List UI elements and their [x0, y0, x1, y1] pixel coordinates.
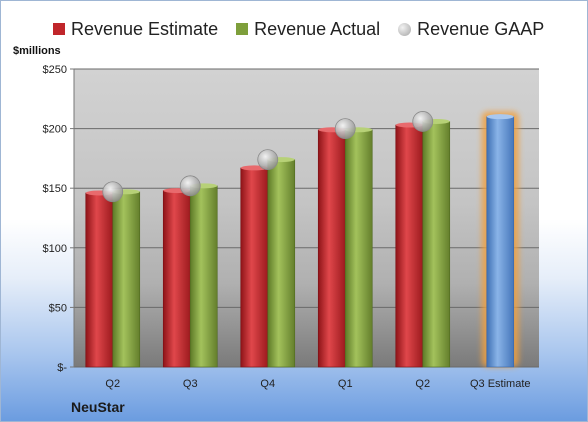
legend-actual-swatch: [236, 23, 249, 35]
x-tick-label: Q2: [415, 378, 430, 390]
bar-revenue-estimate: [162, 190, 191, 368]
company-name: NeuStar: [71, 399, 125, 415]
legend-estimate-label: Revenue Estimate: [71, 18, 219, 39]
marker-revenue-gaap: [179, 175, 201, 197]
x-tick-label: Q4: [260, 378, 275, 390]
y-tick-label: $-: [57, 362, 67, 374]
bar-revenue-actual: [422, 121, 451, 368]
legend-estimate: Revenue Estimate: [53, 19, 218, 40]
y-axis-unit-label: $millions: [13, 45, 61, 57]
legend-gaap-label: Revenue GAAP: [417, 18, 545, 39]
marker-revenue-gaap: [334, 118, 356, 139]
bar-revenue-estimate: [317, 129, 346, 368]
legend-gaap-swatch: [398, 22, 412, 36]
legend-estimate-swatch: [53, 23, 65, 35]
x-tick-label: Q3 Estimate: [470, 378, 531, 390]
legend-actual-label: Revenue Actual: [254, 18, 381, 39]
legend-actual: Revenue Actual: [236, 19, 380, 40]
x-tick-label: Q3: [183, 378, 198, 390]
marker-revenue-gaap: [412, 111, 434, 132]
bar-revenue-actual: [344, 129, 373, 368]
legend-gaap: Revenue GAAP: [398, 19, 544, 40]
plot-area: [74, 69, 539, 367]
marker-revenue-gaap: [257, 149, 279, 170]
bar-top: [486, 114, 514, 120]
bar-revenue-actual: [189, 185, 218, 368]
y-tick-label: $150: [43, 183, 67, 195]
y-tick-label: $250: [43, 64, 67, 76]
bar-revenue-actual: [112, 191, 141, 368]
y-tick-label: $200: [43, 124, 67, 136]
y-tick-label: $100: [43, 243, 67, 255]
x-tick-label: Q2: [105, 378, 120, 390]
bar-revenue-estimate: [395, 124, 424, 368]
marker-revenue-gaap: [102, 181, 124, 203]
bar-revenue-actual: [267, 159, 296, 368]
legend: Revenue Estimate Revenue Actual Revenue …: [53, 17, 544, 41]
bar-revenue-estimate: [85, 192, 114, 368]
bar-revenue-estimate: [486, 116, 515, 368]
y-tick-label: $50: [49, 302, 67, 314]
bar-revenue-estimate: [240, 167, 269, 368]
x-tick-label: Q1: [338, 378, 353, 390]
